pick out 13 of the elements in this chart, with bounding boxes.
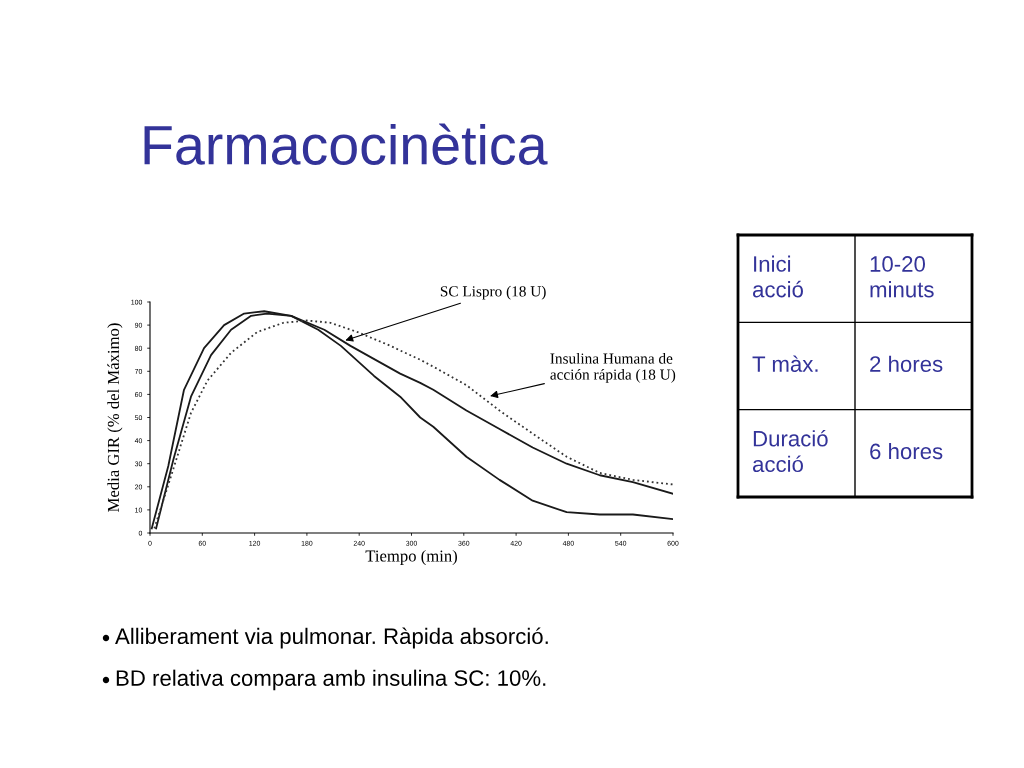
y-axis-title: Media GIR (% del Máximo) [107,323,123,512]
chart-title: Farmacocinètica [144,123,548,165]
text: Duració acció [752,429,828,473]
text: Alliberament via pulmonar. Ràpida absorció. [115,627,548,649]
text: 6 hores [870,442,943,460]
text: 2 hores [870,355,943,372]
text: T màx. [752,355,818,372]
x-axis-title: Tiempo (min) [365,549,457,565]
text: Inici acció [752,255,803,298]
text: BD relativa compara amb insulina SC: 10%. [116,669,546,691]
text: 10-20 minuts [870,256,934,298]
annotation: Insulina Humana de acción rápida (18 U) [550,352,676,383]
annotation: SC Lispro (18 U) [440,285,546,300]
